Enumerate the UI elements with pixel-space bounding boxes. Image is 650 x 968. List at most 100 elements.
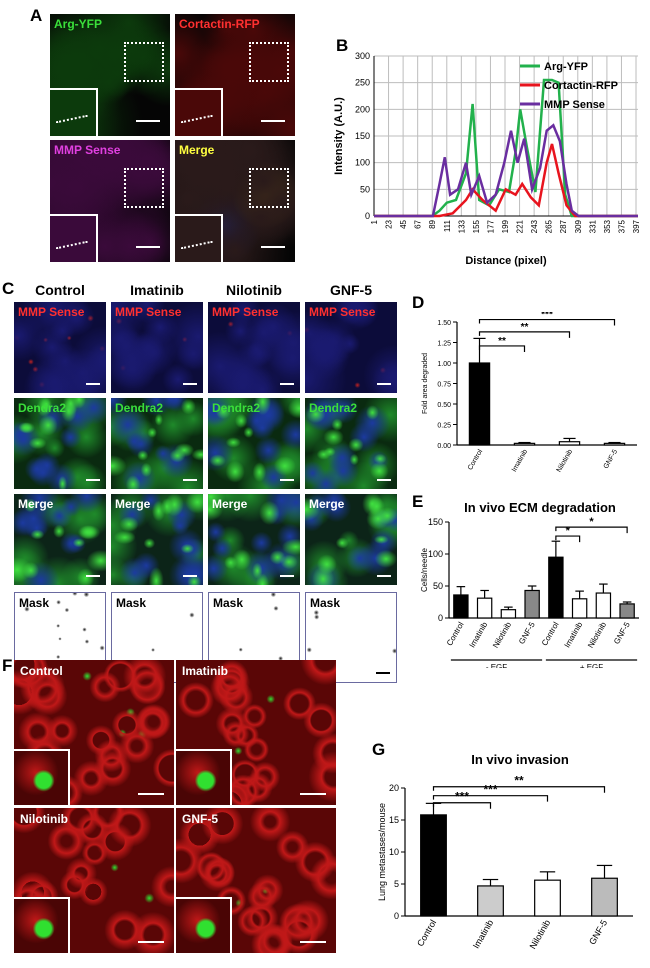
roi-dotted-box — [249, 168, 289, 208]
panel-c-tile: Merge — [208, 494, 300, 585]
significance-bracket — [432, 795, 549, 802]
y-tick-label: 0.50 — [437, 402, 451, 409]
panel-c-tile: MMP Sense — [111, 302, 203, 393]
panel-a-tile: Arg-YFP — [50, 14, 170, 136]
panel-c-column-header: Imatinib — [130, 282, 184, 298]
y-tick-label: 150 — [355, 131, 370, 141]
panel-f-tile-label: Nilotinib — [20, 812, 68, 826]
panel-a-channel-label: Arg-YFP — [54, 17, 102, 31]
panel-c-tile: Dendra2 — [14, 398, 106, 489]
panel-c-row-label: Mask — [19, 596, 50, 610]
bar — [476, 597, 493, 619]
zoom-inset — [50, 214, 98, 262]
panel-a-channel-label: Merge — [179, 143, 215, 157]
panel-c-tile: Dendra2 — [111, 398, 203, 489]
scale-bar — [280, 575, 294, 577]
y-tick-label: 250 — [355, 78, 370, 88]
legend-label: MMP Sense — [544, 99, 605, 111]
x-tick-label: Nilotinib — [586, 620, 608, 650]
x-tick-label: 67 — [414, 219, 423, 228]
zoom-inset — [176, 749, 232, 805]
x-tick-label: 287 — [559, 219, 568, 233]
x-tick-label: 397 — [632, 219, 641, 233]
bar — [595, 592, 612, 619]
x-tick-label: Control — [415, 918, 438, 948]
x-tick-label: Nilotinib — [556, 448, 575, 473]
zoom-inset — [14, 897, 70, 953]
scale-bar — [86, 479, 100, 481]
y-axis-label: Fold area degraded — [422, 353, 429, 414]
x-tick-label: 111 — [443, 219, 452, 232]
x-tick-label: Control — [540, 620, 561, 647]
y-tick-label: 150 — [428, 517, 443, 527]
panel-f-tile: Nilotinib — [14, 808, 174, 953]
group-label: + EGF — [580, 663, 603, 668]
panel-f-tile-label: Imatinib — [182, 664, 229, 678]
scale-bar — [376, 672, 390, 674]
x-tick-label: 265 — [545, 219, 554, 233]
line-profile-marker — [180, 114, 214, 126]
panel-label-b: B — [336, 36, 349, 55]
y-axis-label: Lung metastases/mouse — [377, 803, 387, 901]
scale-bar — [138, 941, 164, 943]
scale-bar — [136, 246, 160, 248]
bar — [558, 441, 581, 446]
y-tick-label: 20 — [389, 783, 399, 793]
panel-c-row-label: Merge — [212, 497, 248, 511]
scale-bar — [183, 575, 197, 577]
panel-c-tile: MMP Sense — [305, 302, 397, 393]
y-tick-label: 0.25 — [437, 423, 451, 430]
significance-bracket — [478, 331, 571, 338]
scale-bar — [183, 383, 197, 385]
panel-c-tile: Merge — [305, 494, 397, 585]
series-line — [374, 123, 638, 218]
chart-e-title: In vivo ECM degradation — [464, 500, 616, 515]
y-tick-label: 1.25 — [437, 341, 451, 348]
bar — [571, 598, 588, 619]
y-tick-label: 0 — [365, 211, 370, 221]
scale-bar — [86, 383, 100, 385]
chart-d-ecm-degradation: 0.00 0.25 0.50 0.75 1.00 1.25 1.50 Control Imati… — [422, 312, 637, 474]
y-tick-label: 200 — [355, 104, 370, 114]
scale-bar — [377, 383, 391, 385]
scale-bar — [280, 383, 294, 385]
y-tick-label: 15 — [389, 815, 399, 825]
panel-c-row-label: Dendra2 — [309, 401, 358, 415]
x-tick-label: 375 — [617, 219, 626, 233]
x-tick-label: 221 — [516, 219, 525, 233]
panel-f-tile-label: Control — [20, 664, 63, 678]
panel-a-channel-label: MMP Sense — [54, 143, 121, 157]
y-tick-label: 100 — [428, 549, 443, 559]
scale-bar — [86, 575, 100, 577]
scale-bar — [300, 941, 326, 943]
significance-label: *** — [455, 790, 469, 804]
panel-a-tile: Merge — [175, 140, 295, 262]
panel-c-row-label: MMP Sense — [18, 305, 85, 319]
significance-label: ** — [521, 322, 529, 333]
panel-c-row-label: Merge — [18, 497, 54, 511]
series-line — [374, 143, 638, 218]
x-tick-label: Imatinib — [511, 448, 529, 473]
significance-label: ** — [498, 336, 506, 347]
scale-bar — [300, 793, 326, 795]
y-tick-label: 50 — [433, 581, 443, 591]
x-tick-label: Imatinib — [468, 620, 490, 649]
panel-c-row-label: Dendra2 — [115, 401, 164, 415]
zoom-inset — [176, 897, 232, 953]
significance-label: ** — [514, 774, 524, 788]
x-tick-label: GNF-5 — [612, 620, 632, 646]
panel-c-column-header: Nilotinib — [226, 282, 282, 298]
significance-label: *** — [541, 312, 553, 321]
roi-dotted-box — [249, 42, 289, 82]
y-tick-label: 5 — [394, 879, 399, 889]
line-profile-marker — [180, 240, 214, 252]
panel-c-row-label: Merge — [115, 497, 151, 511]
chart-g-lung-metastasis: 0 5 10 15 20 Control Imatinib Nilotinib GNF-5 Lun… — [377, 774, 633, 951]
roi-dotted-box — [124, 42, 164, 82]
y-tick-label: 1.50 — [437, 320, 451, 327]
y-tick-label: 10 — [389, 847, 399, 857]
x-tick-label: 331 — [588, 219, 597, 233]
bar — [500, 609, 517, 619]
x-tick-label: GNF-5 — [587, 918, 609, 946]
